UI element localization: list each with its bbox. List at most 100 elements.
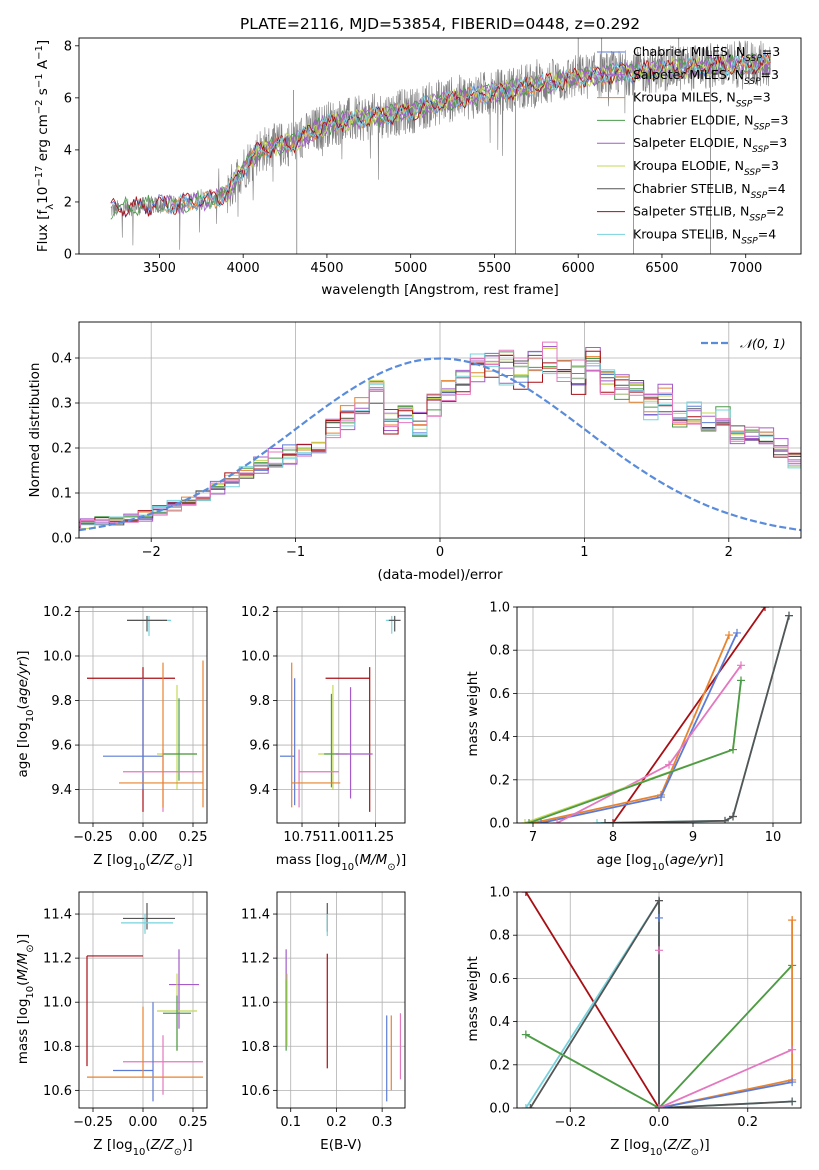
x-tick-label: 0.25: [179, 830, 208, 845]
y-tick-label: 0.4: [51, 352, 72, 367]
weight-marker: [788, 1045, 797, 1054]
y-tick-label: 0.2: [51, 442, 72, 457]
weight-marker: [737, 661, 745, 670]
weight-Z-ylabel: mass weight: [465, 956, 481, 1041]
legend-entry: Chabrier MILES, NSSP=3: [633, 44, 780, 64]
mass-Z-xlabel: Z [log10(Z/Z⊙)]: [93, 1137, 192, 1158]
y-tick-label: 11.4: [241, 908, 270, 923]
normal-distribution-curve: [79, 357, 801, 532]
x-tick-label: 7: [529, 830, 537, 845]
weight-plot-area: [521, 892, 797, 1108]
x-tick-label: 3500: [143, 261, 176, 276]
weight-marker: [521, 1104, 530, 1108]
errorbar-plot-area: [285, 903, 402, 1102]
model-spectrum: [110, 53, 771, 218]
legend-entry: Kroupa MILES, NSSP=3: [633, 90, 771, 110]
weight-marker: [737, 676, 745, 685]
model-spectrum: [164, 54, 771, 215]
weight-marker: [655, 896, 663, 905]
spectrum-title: PLATE=2116, MJD=53854, FIBERID=0448, z=0…: [240, 15, 640, 33]
weight-marker: [657, 793, 665, 802]
errorbar-plot-area: [279, 615, 401, 812]
mass-Z-ylabel: mass [log10(M/M⊙)]: [15, 934, 36, 1064]
axes-frame: [276, 606, 406, 824]
y-tick-label: 9.6: [51, 739, 72, 754]
y-tick-label: 0.2: [489, 773, 510, 788]
x-tick-label: −1: [286, 545, 305, 560]
x-tick-label: −2: [142, 545, 161, 560]
weight-marker: [601, 819, 609, 823]
axes-frame: [78, 606, 208, 824]
x-tick-label: 10: [765, 830, 782, 845]
legend-entry: Salpeter STELIB, NSSP=2: [633, 204, 784, 224]
y-tick-label: 10.0: [241, 649, 270, 664]
spectrum-legend: Chabrier MILES, NSSP=3 Salpeter MILES, NS…: [597, 44, 788, 246]
mass-vs-ebv-panel: E(B-V) 0.1 0.2 0.3 10.6 10.8 11.0 11.2 11.4: [241, 891, 406, 1153]
y-tick-label: 11.4: [43, 908, 72, 923]
weight-vs-age-panel: age [log10(age/yr)] mass weight 7 8 9 10 0.0…: [465, 601, 802, 873]
weight-marker: [665, 760, 673, 769]
weight-marker: [761, 607, 769, 611]
weight-marker: [729, 745, 737, 754]
spectrum-panel: PLATE=2116, MJD=53854, FIBERID=0448, z=0…: [34, 15, 802, 298]
x-tick-label: 0.2: [326, 1115, 347, 1130]
weight-Z-xlabel: Z [log10(Z/Z⊙)]: [610, 1137, 709, 1158]
weight-age-xlabel: age [log10(age/yr)]: [596, 852, 723, 873]
x-tick-label: 10.75: [283, 830, 320, 845]
age-vs-metallicity-panel: Z [log10(Z/Z⊙)] age [log10(age/yr)] −0.2…: [15, 605, 207, 873]
weight-marker: [655, 913, 663, 922]
legend-entry: Salpeter MILES, NSSP=3: [633, 67, 779, 87]
y-tick-label: 6: [64, 91, 72, 106]
weight-marker: [609, 819, 617, 823]
weight-marker: [785, 611, 793, 620]
axes-frame: [78, 891, 208, 1109]
weight-marker: [525, 819, 533, 823]
weight-line: [612, 607, 766, 823]
y-tick-label: 10.8: [43, 1040, 72, 1055]
y-tick-label: 1.0: [489, 601, 510, 616]
x-tick-label: 7000: [729, 261, 762, 276]
y-tick-label: 11.0: [43, 996, 72, 1011]
y-tick-label: 1.0: [489, 886, 510, 901]
x-tick-label: 0.1: [280, 1115, 301, 1130]
y-tick-label: 9.8: [249, 694, 270, 709]
errorbar-plot-area: [87, 615, 204, 812]
x-tick-label: 6000: [562, 261, 595, 276]
legend-entry: Chabrier STELIB, NSSP=4: [633, 181, 786, 201]
y-tick-label: 0.6: [489, 972, 510, 987]
weight-marker: [788, 916, 797, 925]
y-tick-label: 0.1: [51, 487, 72, 502]
model-spectrum: [226, 53, 771, 204]
weight-marker: [788, 1078, 797, 1087]
weight-line: [529, 897, 793, 1108]
weight-line: [525, 964, 793, 1108]
x-tick-label: 0.3: [372, 1115, 393, 1130]
weight-plot-area: [521, 607, 793, 823]
model-spectrum: [164, 53, 771, 214]
weight-line: [658, 1048, 793, 1108]
y-tick-label: 0.4: [489, 730, 510, 745]
weight-marker: [655, 946, 663, 955]
legend-entry: Kroupa ELODIE, NSSP=3: [633, 158, 779, 178]
legend-entry: Salpeter ELODIE, NSSP=3: [633, 135, 787, 155]
weight-vs-metallicity-panel: Z [log10(Z/Z⊙)] mass weight −0.2 0.0 0.2 0.…: [465, 886, 802, 1158]
y-tick-label: 8: [64, 39, 72, 54]
weight-marker: [729, 812, 737, 821]
y-tick-label: 0: [64, 248, 72, 263]
y-tick-label: 10.2: [43, 605, 72, 620]
weight-marker: [655, 1104, 663, 1108]
y-tick-label: 4: [64, 143, 72, 158]
spectrum-ylabel: Flux [fλ10−17 erg cm−2 s−1 A−1]: [34, 40, 56, 252]
mass-ebv-xlabel: E(B-V): [320, 1137, 362, 1153]
y-tick-label: 0.3: [51, 397, 72, 412]
axes-frame: [78, 321, 802, 539]
weight-marker: [526, 1104, 535, 1108]
weight-line: [658, 1081, 793, 1108]
spectrum-plot-area: [110, 38, 771, 254]
y-tick-label: 2: [64, 195, 72, 210]
y-tick-label: 0.0: [489, 1102, 510, 1117]
y-tick-label: 10.8: [241, 1040, 270, 1055]
y-tick-label: 9.4: [51, 783, 72, 798]
weight-line: [604, 615, 790, 823]
